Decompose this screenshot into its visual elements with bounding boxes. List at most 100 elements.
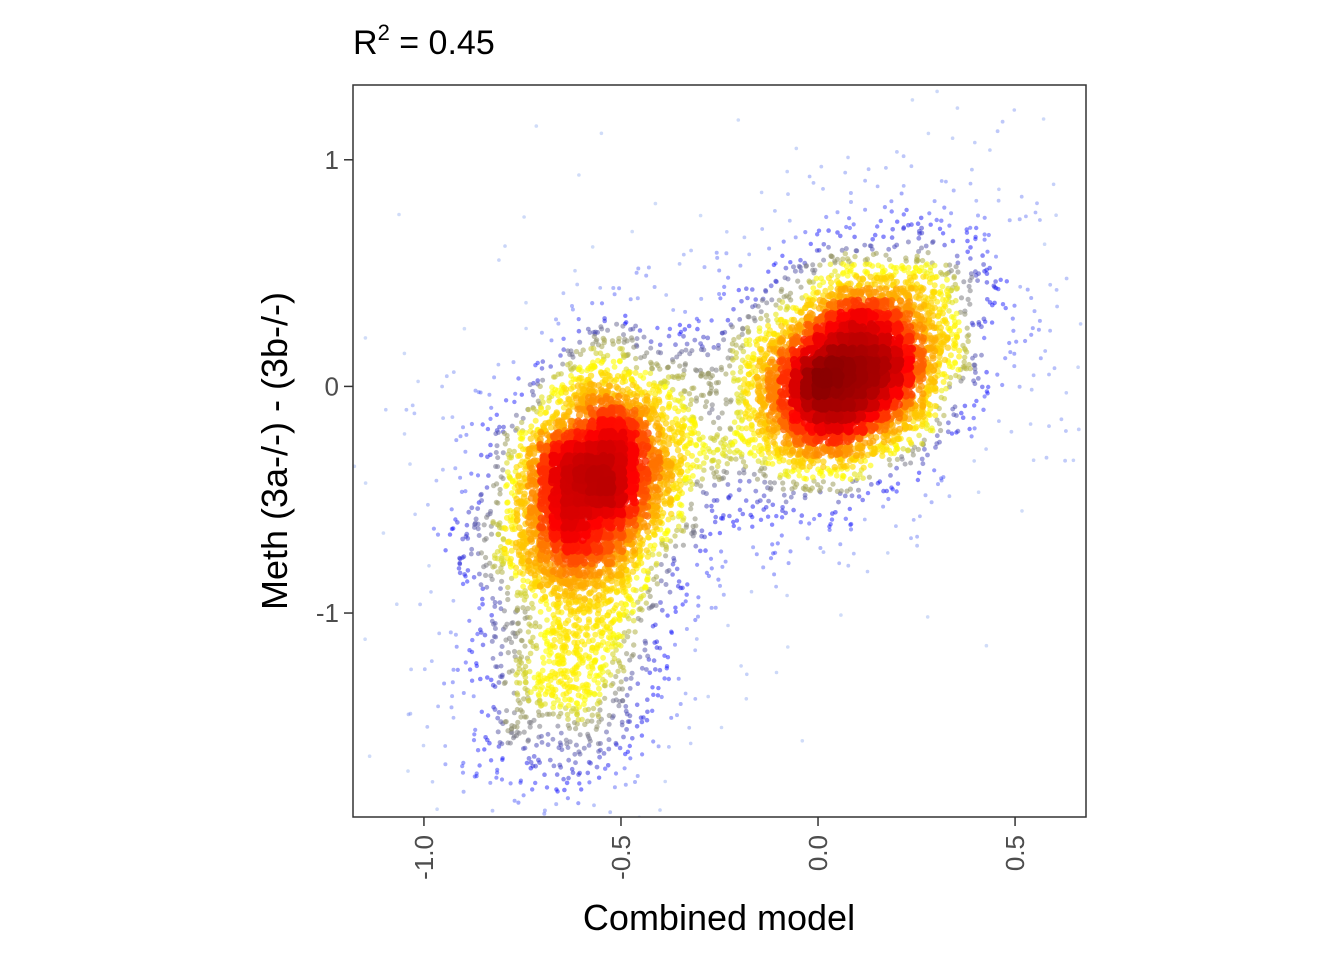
data-point <box>960 415 966 421</box>
data-point <box>663 582 669 587</box>
data-point <box>799 513 805 518</box>
data-point <box>573 726 579 732</box>
data-point <box>924 311 931 318</box>
data-point <box>624 338 630 344</box>
data-point <box>744 325 751 331</box>
data-point <box>504 499 511 506</box>
data-point <box>890 278 897 286</box>
data-point <box>886 246 892 252</box>
data-point <box>949 431 955 436</box>
data-point <box>917 305 925 312</box>
data-point <box>471 738 477 743</box>
data-point <box>561 291 566 296</box>
data-point <box>987 265 992 271</box>
data-point <box>572 751 578 757</box>
data-point <box>279 652 283 656</box>
data-point <box>584 682 591 689</box>
data-point <box>945 325 952 332</box>
data-point <box>581 595 588 602</box>
data-point <box>818 546 823 550</box>
data-point <box>576 655 583 662</box>
data-point <box>725 230 729 234</box>
chart-title-superscript: 2 <box>378 20 390 45</box>
data-point <box>738 263 743 268</box>
data-point <box>693 523 699 529</box>
data-point <box>463 534 469 539</box>
data-point <box>515 621 521 627</box>
data-point <box>833 510 838 515</box>
data-point <box>1007 218 1012 223</box>
data-point <box>525 658 532 665</box>
data-point <box>723 371 729 377</box>
data-point <box>964 227 969 232</box>
data-point <box>527 382 533 388</box>
data-point <box>678 702 683 706</box>
data-point <box>665 487 672 494</box>
data-point <box>788 494 794 500</box>
data-point <box>1063 458 1067 463</box>
data-point <box>950 136 955 140</box>
data-point <box>434 478 439 483</box>
data-point <box>638 715 644 720</box>
data-point <box>907 277 915 284</box>
data-point <box>890 227 895 232</box>
data-point <box>527 614 533 621</box>
data-point <box>498 719 504 725</box>
data-point <box>461 789 466 794</box>
data-point <box>630 608 636 615</box>
data-point <box>496 744 502 749</box>
data-point <box>745 672 749 677</box>
data-point <box>561 347 566 352</box>
data-point <box>527 650 534 657</box>
data-point <box>908 460 914 466</box>
data-point <box>712 519 718 525</box>
data-point <box>537 383 543 390</box>
data-point <box>469 505 475 511</box>
data-point <box>694 316 700 321</box>
data-point <box>669 630 674 635</box>
data-point <box>746 404 753 411</box>
data-point <box>518 780 523 785</box>
data-point <box>524 760 530 766</box>
data-point <box>589 637 596 644</box>
data-point <box>453 632 458 637</box>
data-point <box>907 439 914 446</box>
data-point <box>637 605 644 612</box>
data-point <box>711 345 717 350</box>
data-point <box>524 300 528 305</box>
data-point <box>521 729 527 735</box>
data-point <box>627 596 634 603</box>
data-point <box>595 606 602 614</box>
data-point <box>658 808 662 812</box>
data-point <box>620 323 626 329</box>
data-point <box>454 644 459 649</box>
data-point <box>980 253 985 258</box>
data-point <box>836 499 841 505</box>
data-point <box>590 341 596 347</box>
data-point <box>517 531 524 539</box>
data-point <box>919 285 927 292</box>
data-point <box>772 572 777 577</box>
data-point <box>719 516 724 521</box>
data-point <box>658 578 664 584</box>
data-point <box>918 514 922 519</box>
data-point <box>540 377 546 383</box>
data-point <box>717 292 722 296</box>
data-point <box>1054 288 1059 292</box>
data-point <box>718 583 722 588</box>
data-point <box>488 677 494 683</box>
data-point <box>561 683 568 690</box>
data-point <box>652 640 657 645</box>
data-point <box>664 666 669 671</box>
data-point <box>667 389 673 396</box>
data-point <box>708 531 713 537</box>
data-point <box>648 359 654 366</box>
data-point <box>678 502 685 509</box>
data-point <box>653 201 658 206</box>
data-point <box>656 744 661 749</box>
data-point <box>506 455 513 461</box>
data-point <box>771 330 778 337</box>
data-point <box>494 521 500 528</box>
data-point <box>625 582 632 589</box>
data-point <box>733 456 739 462</box>
